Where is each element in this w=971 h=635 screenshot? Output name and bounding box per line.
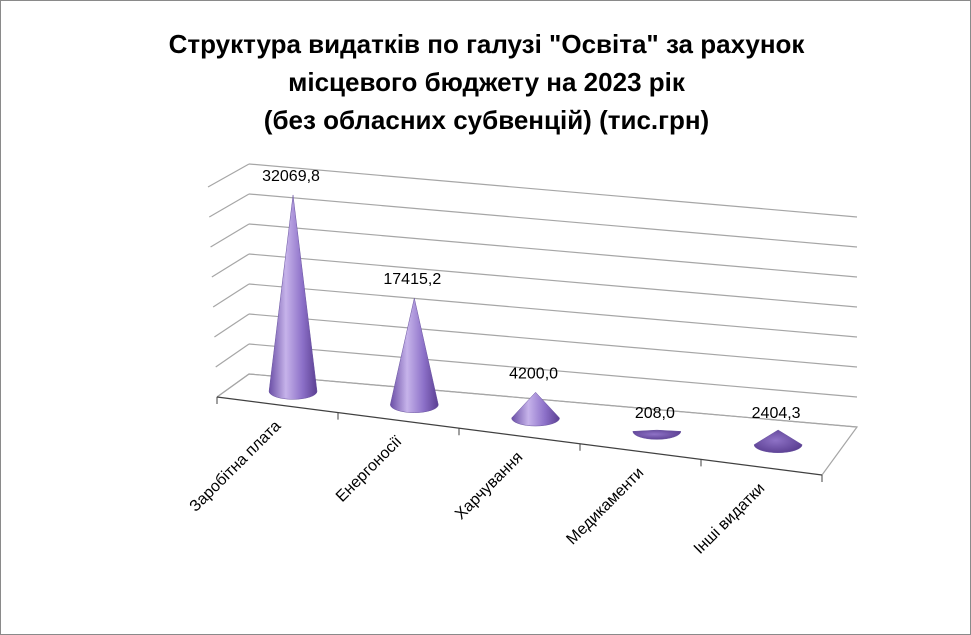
x-axis-line (216, 396, 823, 476)
cone-body (268, 194, 318, 400)
gridline (248, 253, 858, 308)
gridline (214, 313, 250, 338)
cone-body (511, 391, 560, 427)
cone-bar (511, 391, 560, 427)
chart-title-line-2: місцевого бюджету на 2023 рік (288, 67, 685, 97)
gridline (248, 283, 858, 338)
cone-body (632, 429, 682, 440)
chart-title-line-3: (без обласних субвенцій) (тис.грн) (263, 105, 710, 135)
cone-bar (753, 429, 803, 453)
gridline (207, 163, 250, 188)
gridline (211, 253, 250, 278)
data-label: 208,0 (635, 405, 675, 422)
gridline (248, 163, 858, 218)
chart-marks (268, 194, 803, 453)
category-label: Заробітна плата (187, 418, 285, 516)
data-label: 32069,8 (262, 168, 320, 185)
cone-bar (268, 194, 318, 400)
data-label: 17415,2 (383, 271, 441, 288)
data-label: 4200,0 (509, 365, 558, 382)
gridline (212, 283, 250, 308)
cone-bar (632, 429, 682, 440)
cone-body (753, 429, 803, 453)
gridline (248, 343, 858, 398)
axes (216, 373, 859, 482)
chart-title: Структура видатків по галузі "Освіта" за… (1, 25, 971, 139)
cone-bar (390, 297, 439, 413)
floor-outline (216, 373, 859, 476)
category-label: Харчування (452, 449, 526, 523)
cone-body (390, 297, 439, 413)
category-label: Медикаменти (563, 464, 647, 548)
chart-title-line-1: Структура видатків по галузі "Освіта" за… (168, 29, 805, 59)
category-label: Інші видатки (691, 480, 769, 558)
gridline (208, 193, 250, 218)
category-label: Енергоносії (333, 433, 406, 506)
data-label: 2404,3 (752, 405, 801, 422)
gridline (210, 223, 250, 248)
gridline (215, 343, 250, 368)
gridline (248, 313, 858, 368)
gridline (248, 193, 858, 248)
gridline (248, 223, 858, 278)
